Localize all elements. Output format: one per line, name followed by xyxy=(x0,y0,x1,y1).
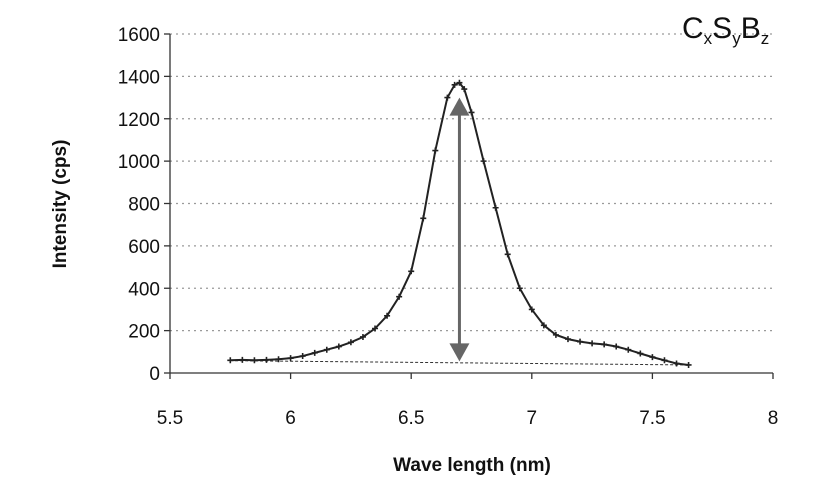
point-0-13 xyxy=(384,312,391,319)
y-tick-label-6: 1200 xyxy=(118,110,160,131)
point-0-25 xyxy=(504,251,511,258)
point-0-22 xyxy=(468,109,475,116)
point-0-39 xyxy=(673,360,680,367)
point-0-15 xyxy=(408,268,415,275)
point-0-8 xyxy=(323,346,330,353)
baseline-line xyxy=(235,360,689,366)
y-tick-labels: 0 200 400 600 800 1000 1200 1400 1600 xyxy=(118,25,160,385)
y-axis-title: Intensity (cps) xyxy=(50,140,71,269)
formula-y-sub: y xyxy=(732,29,741,48)
formula-c: C xyxy=(682,12,704,45)
point-0-17 xyxy=(432,147,439,154)
point-0-19 xyxy=(451,81,458,88)
point-0-32 xyxy=(589,340,596,347)
point-0-35 xyxy=(625,346,632,353)
point-0-37 xyxy=(649,354,656,361)
point-0-11 xyxy=(359,333,366,340)
peak-height-arrow xyxy=(449,97,470,362)
x-tick-labels: 5.5 6 6.5 7 7.5 8 xyxy=(157,408,779,429)
point-0-31 xyxy=(577,338,584,345)
x-tick-label-1: 6 xyxy=(285,408,296,429)
point-0-4 xyxy=(275,356,282,363)
point-0-9 xyxy=(335,343,342,350)
formula-annotation: CxSyBz xyxy=(682,12,769,48)
point-0-34 xyxy=(613,343,620,350)
formula-b: B xyxy=(741,12,761,45)
point-0-28 xyxy=(540,322,547,329)
point-0-38 xyxy=(661,357,668,364)
arrow-head-top xyxy=(449,97,470,116)
point-0-5 xyxy=(287,355,294,362)
x-tick-label-0: 5.5 xyxy=(157,408,183,429)
point-0-30 xyxy=(564,336,571,343)
y-tick-label-2: 400 xyxy=(128,279,160,300)
baseline xyxy=(235,360,689,366)
axes xyxy=(164,33,774,379)
formula-x-sub: x xyxy=(704,29,713,48)
point-0-3 xyxy=(263,356,270,363)
point-0-16 xyxy=(420,215,427,222)
x-axis-title: Wave length (nm) xyxy=(393,455,551,476)
point-0-27 xyxy=(528,306,535,313)
y-tick-label-3: 600 xyxy=(128,237,160,258)
point-0-1 xyxy=(239,356,246,363)
gridlines xyxy=(170,33,773,332)
point-0-0 xyxy=(227,357,234,364)
point-0-21 xyxy=(461,86,468,93)
y-tick-label-7: 1400 xyxy=(118,67,160,88)
formula-s: S xyxy=(712,12,732,45)
x-tick-label-5: 8 xyxy=(768,408,779,429)
point-0-7 xyxy=(311,349,318,356)
point-0-33 xyxy=(601,341,608,348)
point-0-23 xyxy=(480,158,487,165)
point-0-26 xyxy=(516,285,523,292)
y-tick-label-5: 1000 xyxy=(118,152,160,173)
y-tick-label-1: 200 xyxy=(128,322,160,343)
point-0-6 xyxy=(299,353,306,360)
arrow-head-bottom xyxy=(449,343,470,362)
point-0-2 xyxy=(251,357,258,364)
x-tick-label-3: 7 xyxy=(527,408,538,429)
x-tick-label-4: 7.5 xyxy=(639,408,665,429)
point-0-12 xyxy=(372,325,379,332)
point-0-40 xyxy=(685,361,692,368)
point-0-18 xyxy=(444,94,451,101)
y-tick-label-4: 800 xyxy=(128,195,160,216)
point-0-29 xyxy=(552,331,559,338)
y-tick-label-8: 1600 xyxy=(118,25,160,46)
data-series xyxy=(227,79,692,368)
point-0-36 xyxy=(637,350,644,357)
x-tick-label-2: 6.5 xyxy=(398,408,424,429)
point-0-24 xyxy=(492,204,499,211)
point-0-10 xyxy=(347,339,354,346)
point-0-14 xyxy=(396,293,403,300)
y-tick-label-0: 0 xyxy=(149,364,160,385)
formula-z-sub: z xyxy=(761,29,770,48)
point-0-20 xyxy=(456,79,463,86)
